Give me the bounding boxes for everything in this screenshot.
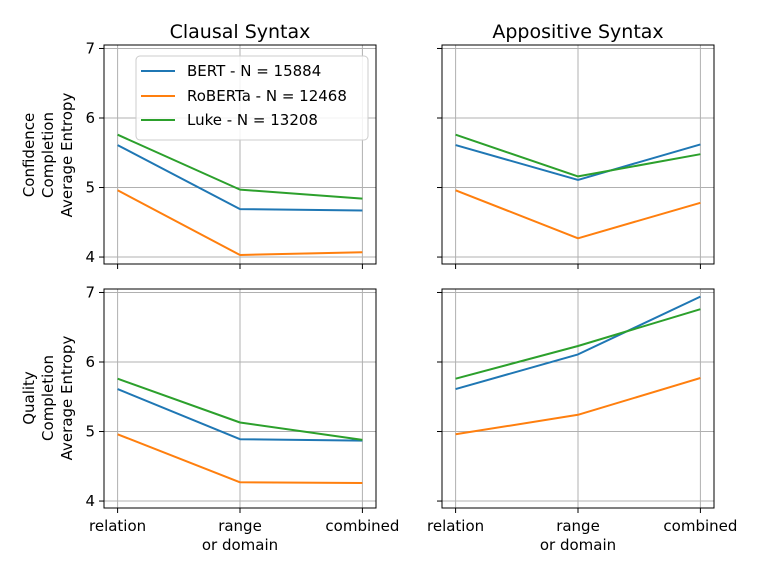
quality-appositive-xtick-label-1-line0: range	[556, 517, 600, 535]
quality-clausal-ytick-label-4: 4	[85, 492, 95, 510]
ylabel-quality-line2: Completion	[39, 355, 57, 441]
quality-clausal-xtick-label-0: relation	[89, 517, 146, 535]
quality-appositive-line-bert	[455, 295, 701, 391]
ylabel-confidence-line3: Average Entropy	[58, 93, 76, 218]
confidence-clausal-ytick-label-5: 5	[85, 179, 95, 197]
quality-clausal-ytick-label-6: 6	[85, 353, 95, 371]
confidence-clausal-ytick-label-6: 6	[85, 109, 95, 127]
quality-clausal-xtick-label-1-line1: or domain	[202, 536, 278, 554]
confidence-clausal-line-bert	[117, 144, 363, 212]
ylabel-quality-line3: Average Entropy	[58, 336, 76, 461]
quality-appositive-xtick-label-0: relation	[427, 517, 484, 535]
quality-appositive-line-luke	[455, 308, 701, 380]
legend: BERT - N = 15884 RoBERTa - N = 12468 Luk…	[135, 55, 369, 141]
confidence-clausal-ytick-label-7: 7	[85, 39, 95, 57]
legend-label-roberta: RoBERTa - N = 12468	[187, 87, 347, 105]
confidence-appositive-line-luke	[455, 133, 701, 178]
title-clausal-syntax: Clausal Syntax	[170, 21, 311, 43]
confidence-appositive-line-bert	[455, 143, 701, 181]
quality-clausal-xtick-label-2: combined	[325, 517, 399, 535]
ylabel-confidence-line2: Completion	[39, 112, 57, 198]
legend-box	[135, 55, 369, 141]
quality-clausal-line-roberta	[117, 433, 363, 484]
ylabel-confidence-line1: Confidence	[20, 113, 38, 197]
quality-appositive-xtick-label-1-line1: or domain	[540, 536, 616, 554]
confidence-clausal-ytick-label-4: 4	[85, 248, 95, 266]
ylabel-quality-line1: Quality	[20, 371, 38, 425]
quality-clausal-ytick-label-7: 7	[85, 283, 95, 301]
legend-label-bert: BERT - N = 15884	[187, 62, 321, 80]
confidence-appositive-line-roberta	[455, 189, 701, 240]
quality-clausal-line-luke	[117, 377, 363, 441]
ylabel-confidence: Confidence Completion Average Entropy	[20, 93, 76, 218]
legend-label-luke: Luke - N = 13208	[187, 111, 318, 129]
ylabel-quality: Quality Completion Average Entropy	[20, 336, 76, 461]
confidence-clausal-line-luke	[117, 133, 363, 200]
title-appositive-syntax: Appositive Syntax	[492, 21, 663, 43]
quality-appositive-xtick-label-2: combined	[663, 517, 737, 535]
quality-clausal-ytick-label-5: 5	[85, 423, 95, 441]
quality-clausal-xtick-label-1-line0: range	[218, 517, 262, 535]
quality-clausal-line-bert	[117, 388, 363, 442]
quality-appositive-line-roberta	[455, 377, 701, 436]
panel-confidence-appositive	[437, 44, 715, 269]
confidence-clausal-line-roberta	[117, 189, 363, 256]
